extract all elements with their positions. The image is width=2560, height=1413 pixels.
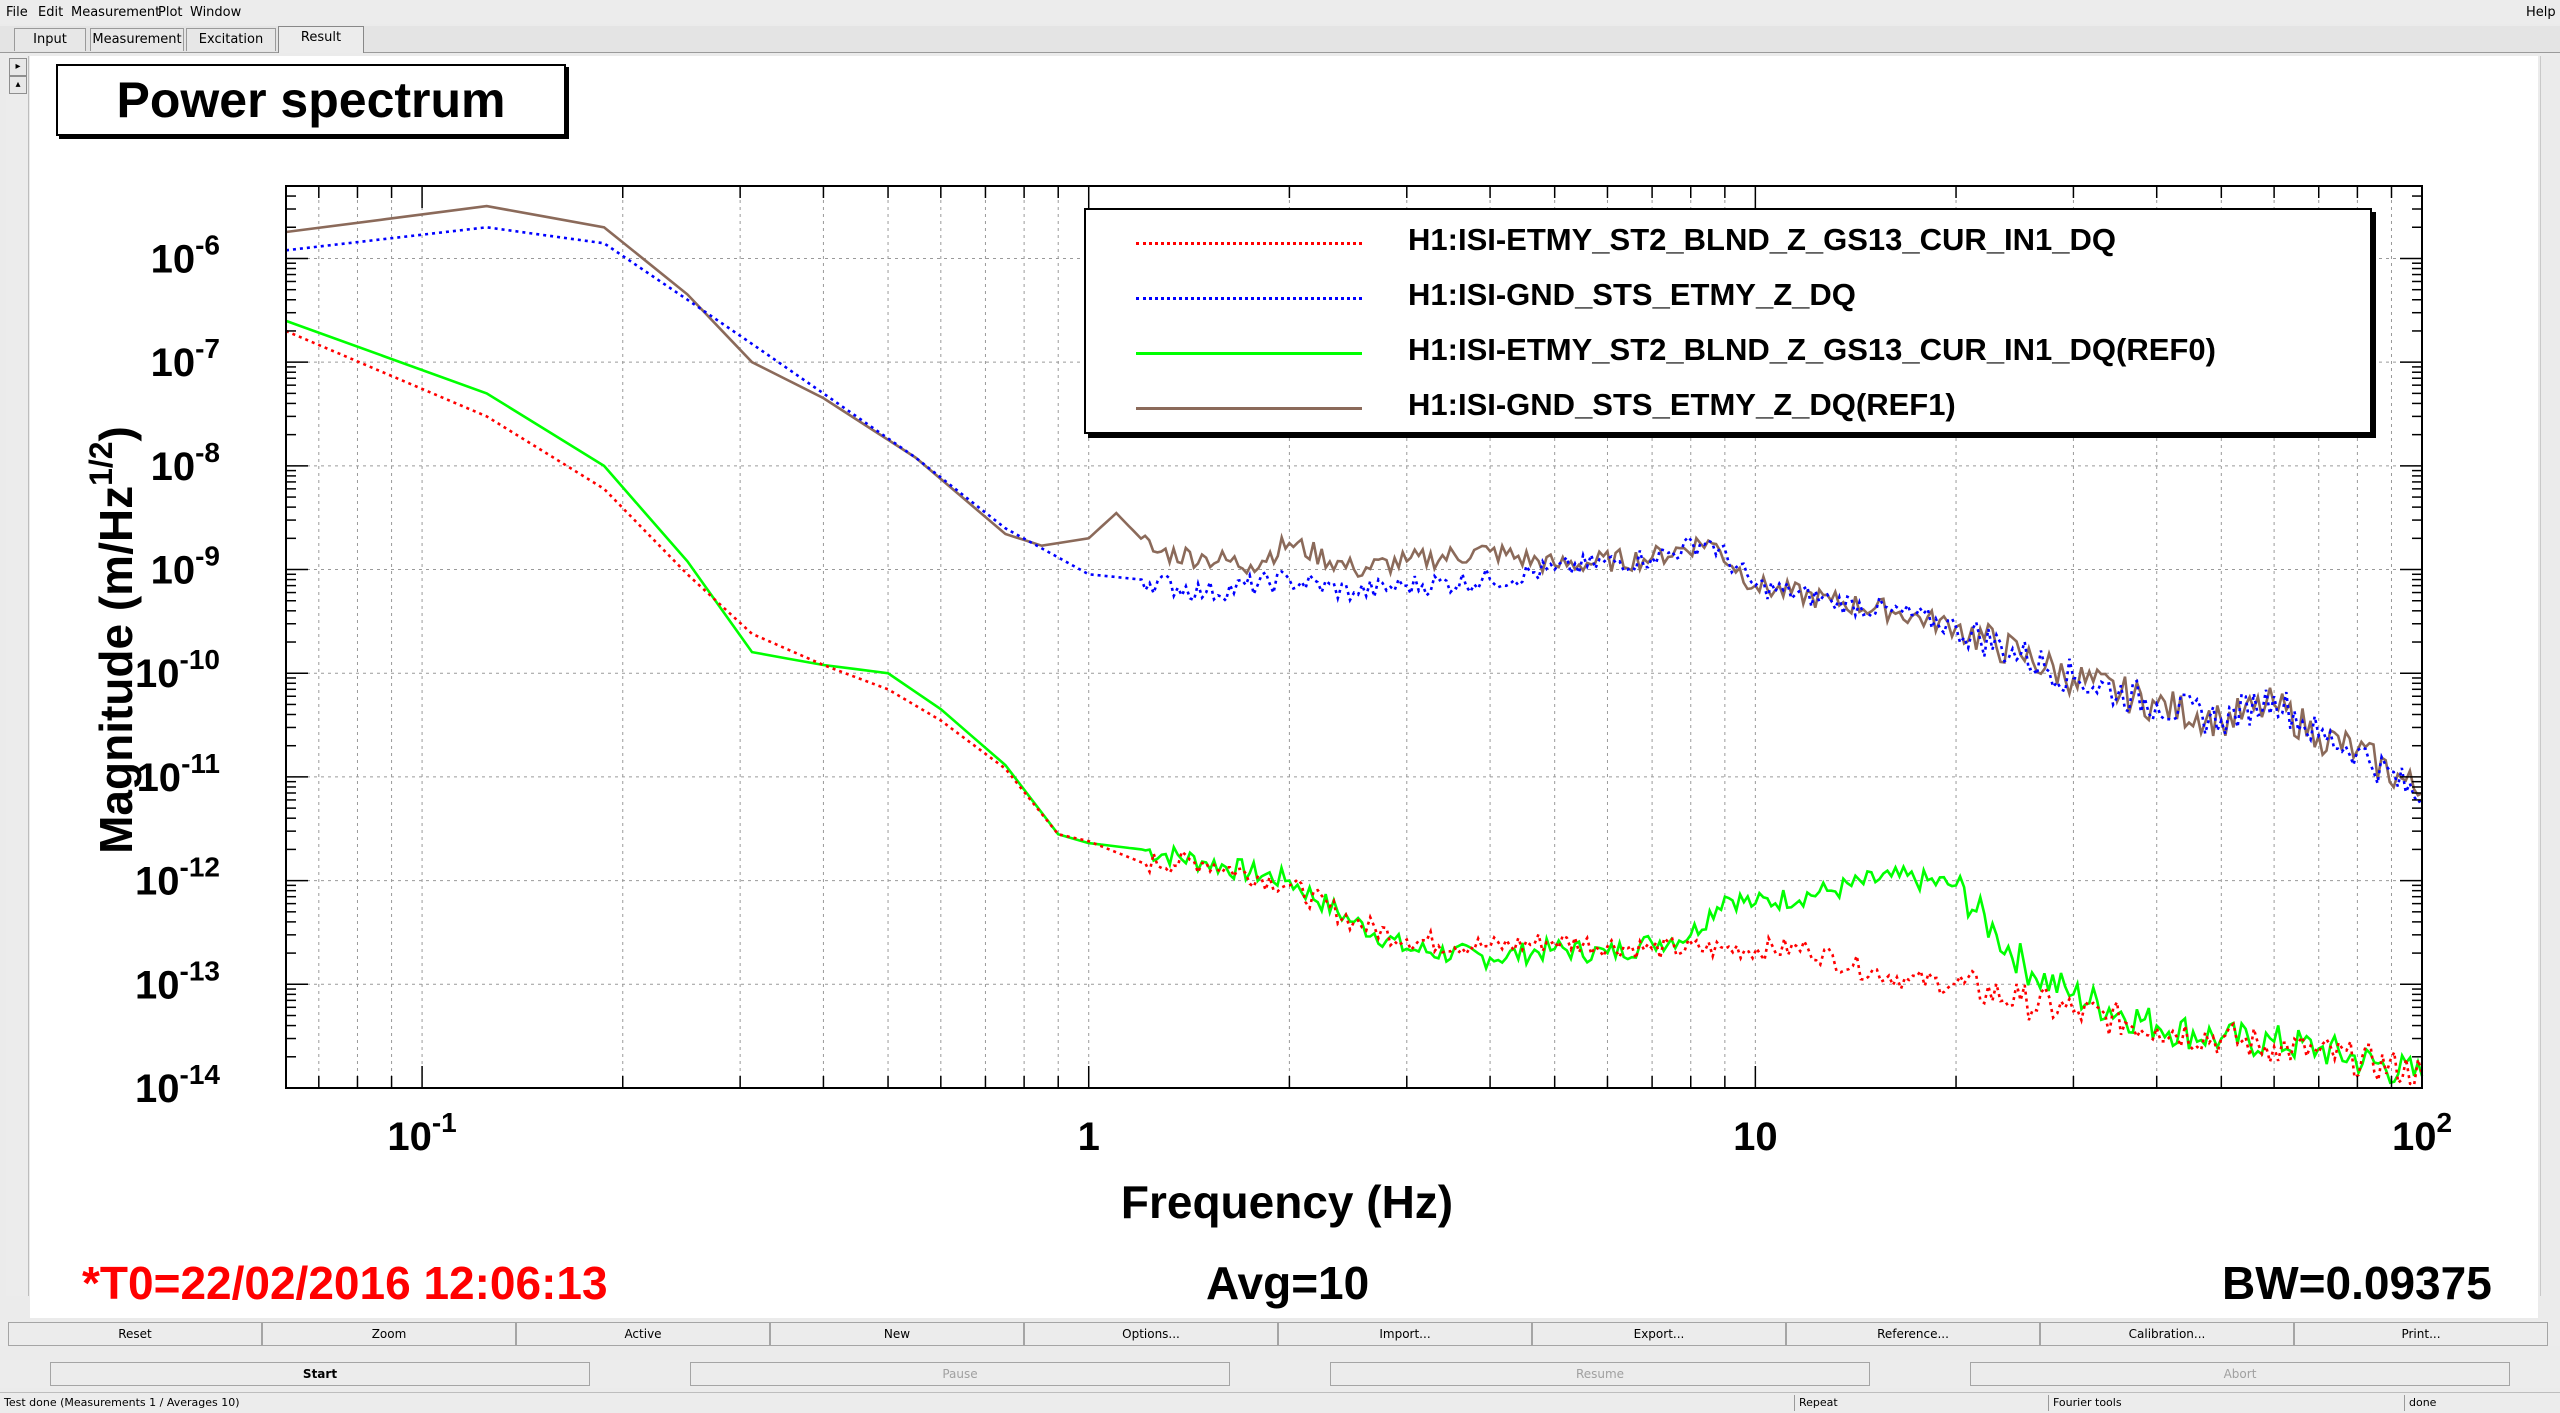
status-done: done [2404,1395,2559,1411]
average-count: Avg=10 [1206,1257,1370,1309]
zoom-button[interactable]: Zoom [262,1322,516,1346]
start-button[interactable]: Start [50,1362,590,1386]
resume-button[interactable]: Resume [1330,1362,1870,1386]
tab-result[interactable]: Result [278,26,364,53]
legend-entry: H1:ISI-ETMY_ST2_BLND_Z_GS13_CUR_IN1_DQ(R… [1086,328,2370,378]
left-panel-strip: ▸ ▴ [6,56,29,1296]
plot-title: Power spectrum [56,64,566,136]
abort-button[interactable]: Abort [1970,1362,2510,1386]
status-message: Test done (Measurements 1 / Averages 10) [4,1396,240,1409]
status-fourier-tools: Fourier tools [2048,1395,2403,1411]
menu-help[interactable]: Help [2526,5,2556,20]
legend-entry: H1:ISI-GND_STS_ETMY_Z_DQ(REF1) [1086,383,2370,433]
legend-swatch-green [1136,352,1362,355]
new-button[interactable]: New [770,1322,1024,1346]
legend-entry: H1:ISI-ETMY_ST2_BLND_Z_GS13_CUR_IN1_DQ [1086,218,2370,268]
measurement-control-row: Start Pause Resume Abort [0,1360,2560,1388]
t0-timestamp: *T0=22/02/2016 12:06:13 [82,1257,608,1309]
tab-measurement[interactable]: Measurement [90,28,184,51]
menu-window[interactable]: Window [190,5,242,20]
calibration-button[interactable]: Calibration... [2040,1322,2294,1346]
legend-label: H1:ISI-ETMY_ST2_BLND_Z_GS13_CUR_IN1_DQ(R… [1408,332,2216,367]
status-repeat: Repeat [1794,1395,2049,1411]
status-bar: Test done (Measurements 1 / Averages 10)… [0,1392,2560,1413]
import-button[interactable]: Import... [1278,1322,1532,1346]
collapse-up-arrow-icon[interactable]: ▴ [9,76,27,94]
legend-swatch-red [1136,242,1362,245]
legend-swatch-brown [1136,407,1362,410]
menu-bar: File Edit Measurement Plot Window Help [0,0,2560,24]
reference-button[interactable]: Reference... [1786,1322,2040,1346]
tab-input[interactable]: Input [14,28,86,51]
menu-file[interactable]: File [6,5,28,20]
tab-bar: Input Measurement Excitation Result [0,26,2560,53]
menu-plot[interactable]: Plot [158,5,183,20]
legend-swatch-blue [1136,297,1362,300]
legend-entry: H1:ISI-GND_STS_ETMY_Z_DQ [1086,273,2370,323]
chart-legend: H1:ISI-ETMY_ST2_BLND_Z_GS13_CUR_IN1_DQ H… [1084,208,2372,434]
legend-label: H1:ISI-GND_STS_ETMY_Z_DQ(REF1) [1408,387,1956,422]
menu-edit[interactable]: Edit [38,5,64,20]
right-scrollbar[interactable] [2540,56,2559,1296]
tab-excitation[interactable]: Excitation [186,28,276,51]
menu-measurement[interactable]: Measurement [71,5,161,20]
legend-label: H1:ISI-GND_STS_ETMY_Z_DQ [1408,277,1856,312]
pause-button[interactable]: Pause [690,1362,1230,1386]
active-button[interactable]: Active [516,1322,770,1346]
bandwidth: BW=0.09375 [2222,1257,2492,1309]
expand-right-arrow-icon[interactable]: ▸ [9,58,27,76]
plot-button-row: Reset Zoom Active New Options... Import.… [0,1320,2560,1346]
options-button[interactable]: Options... [1024,1322,1278,1346]
reset-button[interactable]: Reset [8,1322,262,1346]
print-button[interactable]: Print... [2294,1322,2548,1346]
legend-label: H1:ISI-ETMY_ST2_BLND_Z_GS13_CUR_IN1_DQ [1408,222,2117,257]
export-button[interactable]: Export... [1532,1322,1786,1346]
